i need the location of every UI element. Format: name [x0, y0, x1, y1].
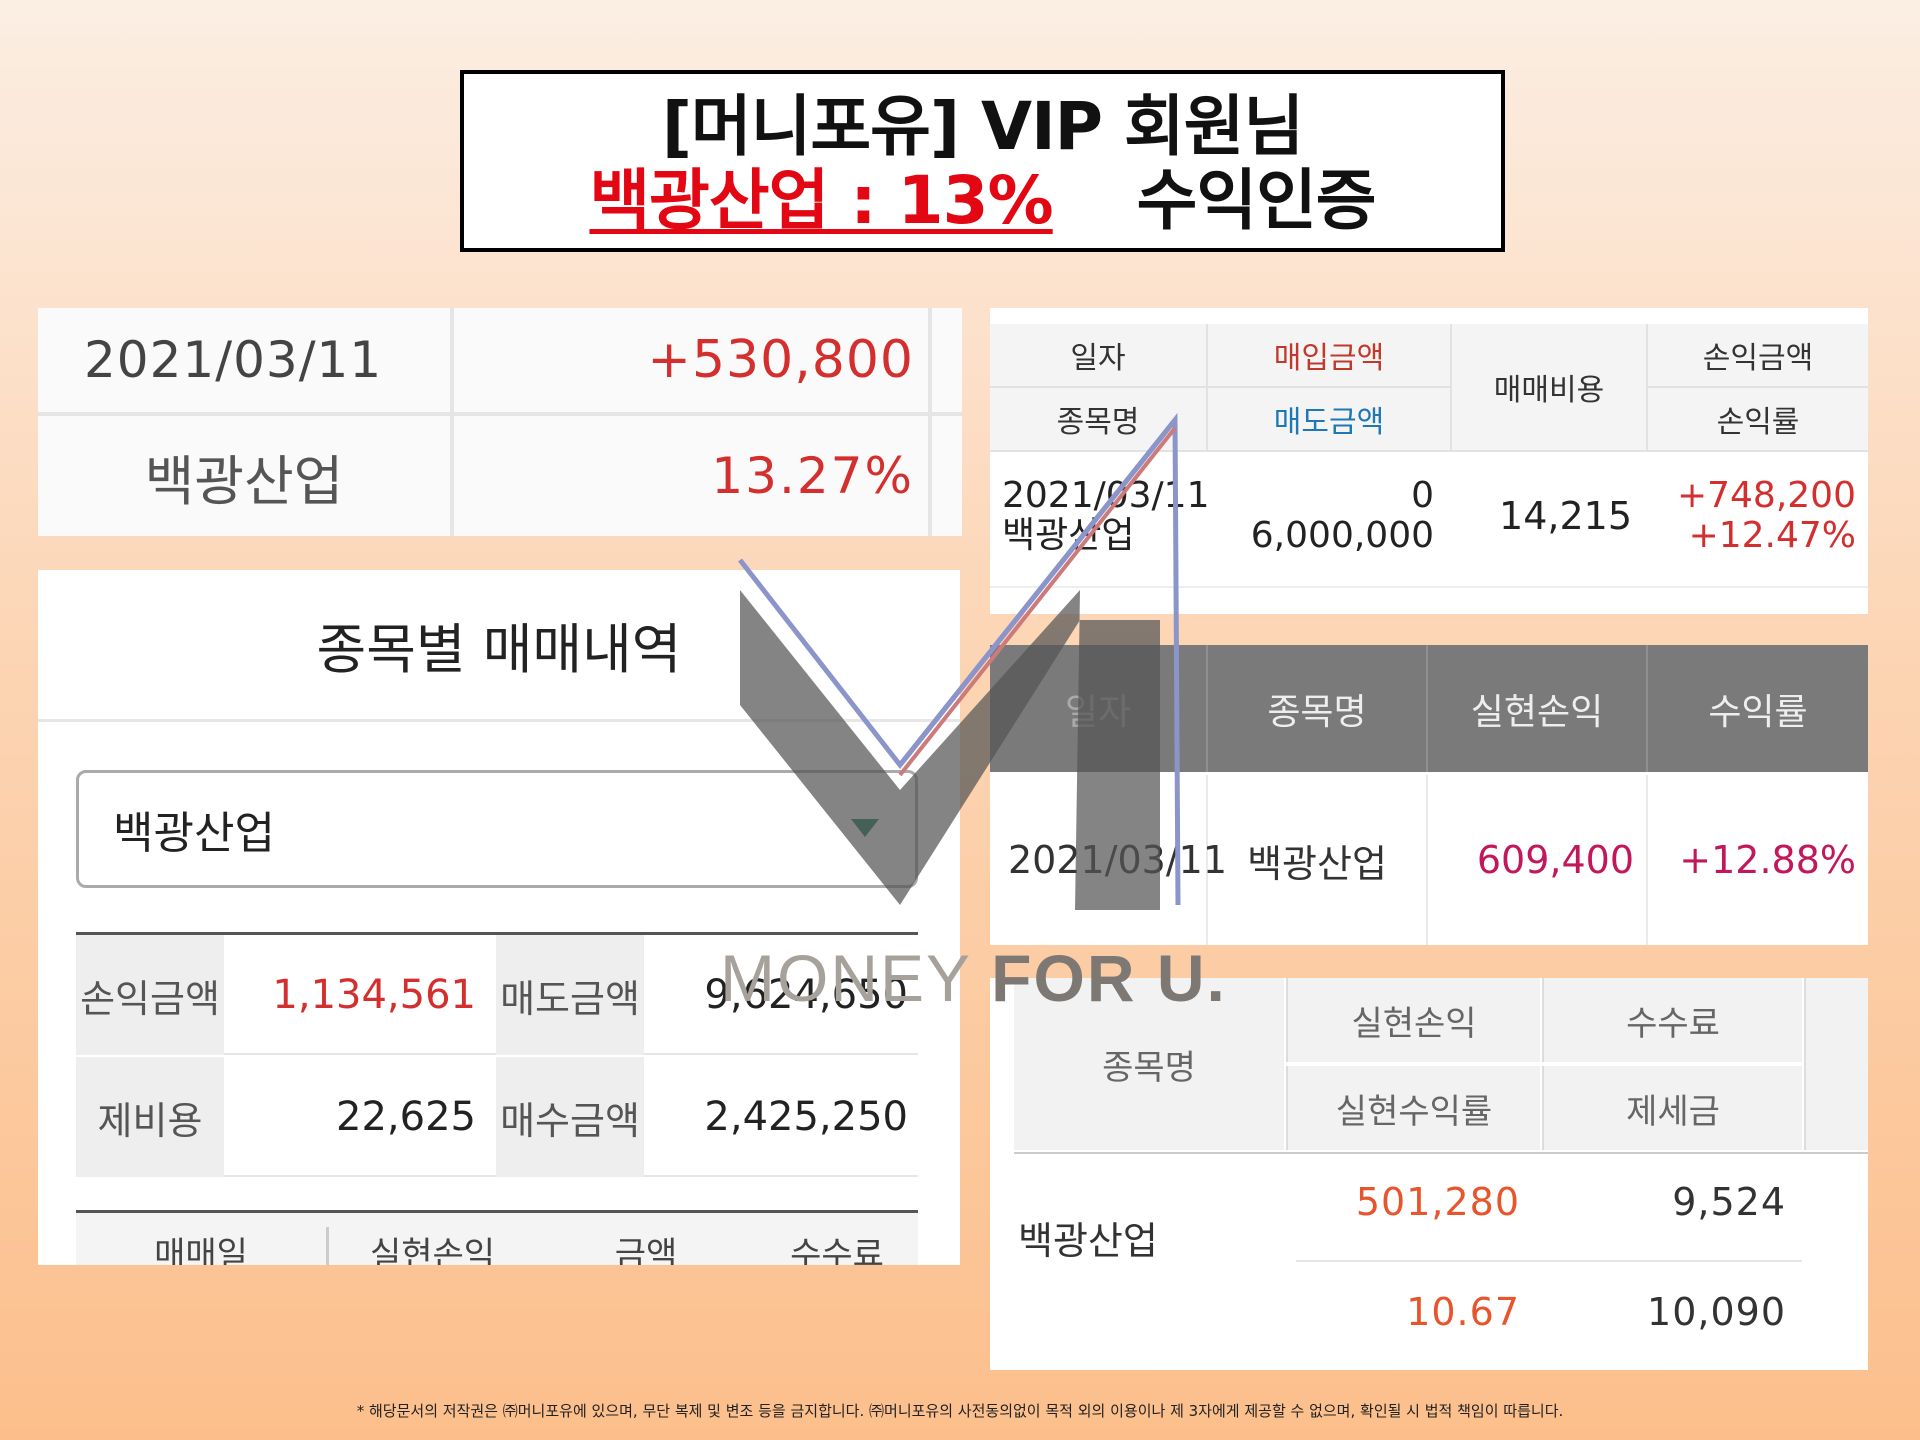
row-stock: 백광산업: [1018, 1219, 1158, 1263]
col-realized-rate: 실현수익률: [1286, 1066, 1540, 1150]
sell-label: 매도금액: [496, 935, 644, 1055]
header-filler: [1804, 978, 1868, 1150]
row-sell: 6,000,000: [1250, 515, 1434, 556]
col-realized: 실현손익: [1286, 978, 1540, 1062]
col-sell-amount: 매도금액: [1208, 388, 1452, 452]
row-pl: +748,200: [1676, 475, 1856, 516]
watermark-foru: FOR U.: [991, 941, 1227, 1015]
divider: [38, 412, 962, 416]
checkmark-blue-stem: [898, 412, 1181, 906]
row-rate: +12.47%: [1688, 515, 1856, 556]
checkmark-red-line: [898, 426, 1177, 777]
trade-date: 2021/03/11: [84, 331, 383, 389]
panel-header: 종목별 매매내역: [38, 570, 960, 722]
profit-summary-panel: 2021/03/11 +530,800 백광산업 13.27%: [38, 308, 962, 536]
row-buy: 0: [1411, 475, 1434, 516]
buy-value: 2,425,250: [704, 1094, 908, 1140]
divider: [928, 308, 932, 536]
sell-value: 9,624,650: [704, 972, 908, 1018]
title-line2: 백광산업 : 13% 수익인증: [464, 168, 1501, 234]
col-date: 일자: [990, 324, 1208, 388]
summary-table: 손익금액 1,134,561 매도금액 9,624,650 제비용 22,625…: [76, 932, 918, 1177]
stock-select-value: 백광산업: [113, 808, 275, 859]
copyright-footer: * 해당문서의 저작권은 ㈜머니포유에 있으며, 무단 복제 및 변조 등을 금…: [356, 1402, 1564, 1420]
profit-rate: 13.27%: [711, 447, 914, 505]
pl-value: 1,134,561: [272, 972, 476, 1018]
col-trade-cost: 매매비용: [1452, 324, 1648, 452]
row-rate: 10.67: [1406, 1290, 1520, 1334]
row-fee: 9,524: [1672, 1180, 1786, 1224]
title-suffix: 수익인증: [1136, 162, 1377, 239]
row-stock: 백광산업: [1002, 515, 1135, 556]
divider: [1014, 1152, 1868, 1154]
col-stock: 종목명: [1208, 645, 1428, 772]
divider: [1296, 1260, 1802, 1262]
divider: [990, 586, 1868, 588]
col-amount[interactable]: 금액: [614, 1235, 678, 1265]
col-pl-rate: 손익률: [1648, 388, 1868, 452]
watermark-money: MONEY: [720, 941, 992, 1015]
title-line1: [머니포유] VIP 회원님: [661, 88, 1304, 165]
table-row: 제비용 22,625 매수금액 2,425,250: [76, 1057, 918, 1177]
col-fee[interactable]: 수수료: [790, 1235, 884, 1265]
trade-detail-panel: 일자 매입금액 매매비용 손익금액 종목명 매도금액 손익률 2021/03/1…: [990, 308, 1868, 614]
col-buy-amount: 매입금액: [1208, 324, 1452, 388]
col-pl-amount: 손익금액: [1648, 324, 1868, 388]
pl-label: 손익금액: [76, 935, 224, 1055]
realized-summary-panel: 종목명 실현손익 수수료 실현수익률 제세금 백광산업 501,280 9,52…: [990, 978, 1868, 1370]
row-tax: 10,090: [1647, 1290, 1786, 1334]
row-realized: 609,400: [1428, 775, 1648, 945]
col-realized[interactable]: 실현손익: [326, 1227, 536, 1265]
col-stock: 종목명: [1014, 978, 1284, 1150]
stock-name: 백광산업: [144, 449, 344, 513]
history-columns: 매매일 실현손익 금액 수수료: [76, 1210, 918, 1265]
row-cost: 14,215: [1499, 494, 1632, 538]
row-stock: 백광산업: [1208, 775, 1428, 945]
checkmark-shape: [740, 590, 1160, 910]
col-trade-day[interactable]: 매매일: [154, 1235, 248, 1265]
title-banner: [머니포유] VIP 회원님 백광산업 : 13% 수익인증: [460, 70, 1505, 252]
col-tax: 제세금: [1542, 1066, 1802, 1150]
row-realized: 501,280: [1355, 1180, 1520, 1224]
watermark-logo: MONEY FOR U.: [720, 940, 1227, 1016]
col-realized: 실현손익: [1428, 645, 1648, 772]
col-fee: 수수료: [1542, 978, 1802, 1062]
divider: [450, 308, 454, 536]
title-highlight: 백광산업 : 13%: [589, 162, 1053, 239]
col-rate: 수익률: [1648, 645, 1868, 772]
buy-label: 매수금액: [496, 1057, 644, 1177]
table-row: 손익금액 1,134,561 매도금액 9,624,650: [76, 935, 918, 1055]
row-rate: +12.88%: [1679, 838, 1856, 882]
fee-value: 22,625: [336, 1094, 476, 1140]
profit-amount: +530,800: [647, 330, 914, 390]
fee-label: 제비용: [76, 1057, 224, 1177]
col-stock: 종목명: [990, 388, 1208, 452]
